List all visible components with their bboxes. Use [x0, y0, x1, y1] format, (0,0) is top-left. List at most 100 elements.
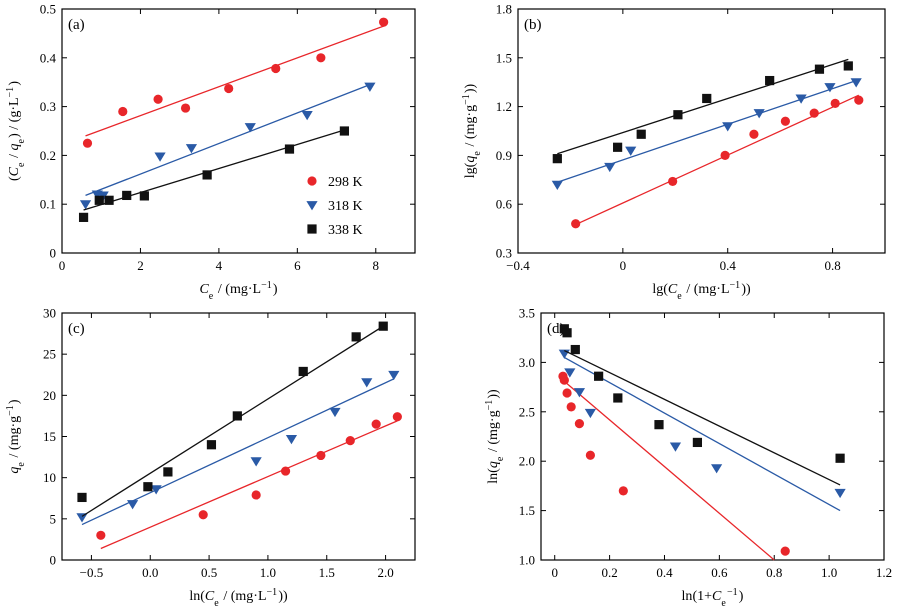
fit-line — [81, 325, 384, 517]
chart-panel-2: −0.4 0 0.4 0.8 0.3 0.6 0.9 1.2 1.5 1.8 (b) lg(Ce / … — [461, 2, 886, 302]
x-tick-label: 1.0 — [821, 565, 837, 580]
panel-label: (b) — [524, 17, 542, 33]
data-point — [814, 64, 825, 74]
data-point — [625, 146, 637, 156]
fit-line — [564, 349, 841, 486]
data-point — [185, 144, 198, 154]
fit-line — [85, 25, 384, 137]
legend-marker — [307, 224, 317, 234]
chart-panel-1: 0 2 4 6 8 0 0.1 0.2 0.3 0.4 0.5 (a) Ce / (mg·L−1 ) (C… — [5, 2, 416, 302]
data-point — [564, 368, 576, 378]
data-point — [636, 129, 646, 139]
y-tick-label: 0.1 — [40, 197, 56, 212]
y-tick-label: 15 — [43, 429, 56, 444]
data-point — [834, 488, 846, 499]
data-point — [339, 126, 349, 136]
series-318k — [79, 82, 376, 210]
data-point — [251, 490, 261, 500]
data-point — [79, 200, 92, 210]
x-tick-label: 1.0 — [260, 565, 276, 580]
y-tick-label: 3.0 — [519, 355, 535, 370]
x-tick-label: 0.0 — [142, 565, 158, 580]
series-338k — [552, 58, 853, 164]
x-tick-label: −0.4 — [506, 258, 530, 273]
data-point — [280, 466, 291, 476]
chart-panel-4: 0 0.2 0.4 0.6 0.8 1.0 1.21.01.52.02.53.03.5(d)… — [484, 306, 893, 609]
data-point — [692, 437, 703, 448]
x-tick-label: 0 — [59, 258, 66, 273]
data-point — [753, 109, 765, 119]
y-tick-label: 1.2 — [496, 99, 512, 114]
data-point — [702, 93, 712, 104]
y-tick-label: 2.0 — [519, 454, 535, 469]
data-point — [224, 83, 234, 94]
data-point — [562, 328, 572, 338]
x-tick-label: 4 — [216, 258, 223, 273]
data-point — [850, 78, 862, 88]
data-point — [552, 154, 562, 164]
legend-label: 298 K — [328, 175, 363, 190]
data-point — [668, 176, 678, 187]
x-tick-label: 1.2 — [876, 565, 892, 580]
legend: 298 K 318 K 338 K — [306, 175, 363, 238]
data-point — [604, 162, 616, 173]
x-axis-label: ln(Ce / (mg·L−1 )) — [189, 587, 288, 609]
y-tick-label: 0.4 — [40, 50, 57, 65]
data-point — [854, 95, 864, 105]
data-point — [298, 366, 308, 377]
y-tick-label: 1.8 — [496, 2, 512, 17]
x-tick-label: 0.8 — [766, 565, 782, 580]
data-point — [250, 457, 262, 467]
data-point — [551, 180, 563, 190]
data-point — [654, 420, 664, 430]
data-point — [824, 83, 836, 93]
data-point — [244, 123, 256, 133]
y-tick-label: 10 — [43, 470, 56, 485]
data-point — [573, 388, 586, 398]
x-tick-label: 6 — [294, 258, 301, 273]
data-point — [361, 378, 373, 388]
data-point — [613, 393, 623, 403]
x-axis-label: ln(1+Ce −1 ) — [682, 587, 744, 609]
data-point — [364, 82, 376, 92]
y-tick-label: 1.0 — [519, 553, 535, 568]
data-point — [122, 190, 132, 201]
data-point — [843, 61, 853, 71]
data-point — [96, 530, 106, 540]
x-tick-label: 2 — [137, 258, 144, 273]
series-318k — [558, 349, 846, 512]
data-point — [585, 450, 595, 460]
y-tick-label: 0.9 — [496, 148, 512, 163]
data-point — [180, 103, 191, 113]
data-point — [150, 485, 162, 495]
y-tick-label: 30 — [43, 306, 56, 321]
legend-marker — [307, 176, 317, 186]
x-tick-label: 0.8 — [824, 258, 840, 273]
x-tick-label: 0 — [551, 565, 558, 580]
data-point — [285, 435, 298, 445]
data-point — [720, 150, 730, 160]
chart-panel-3: −0.5 0.0 0.5 1.0 1.5 2.0 0 5 10 15 20 25 30 (c) ln(Ce … — [5, 306, 416, 609]
x-tick-label: 0.6 — [711, 565, 728, 580]
data-point — [613, 142, 623, 152]
y-tick-label: 20 — [43, 388, 56, 403]
data-point — [143, 482, 153, 492]
data-point — [206, 440, 217, 450]
y-tick-label: 1.5 — [496, 50, 512, 65]
data-point — [570, 344, 580, 355]
data-point — [749, 129, 759, 139]
series-318k — [76, 370, 400, 526]
y-axis-label: lg(qe / (mg·g−1 )) — [461, 83, 483, 178]
x-axis-label: lg(Ce / (mg·L−1 )) — [652, 280, 751, 302]
series-298k — [96, 412, 402, 550]
x-tick-label: 8 — [373, 258, 380, 273]
x-tick-label: 0.4 — [720, 258, 737, 273]
data-point — [154, 152, 166, 162]
y-tick-label: 3.5 — [519, 306, 535, 321]
data-point — [139, 191, 149, 201]
data-point — [329, 407, 341, 418]
x-tick-label: 2.0 — [377, 565, 393, 580]
data-point — [77, 492, 87, 503]
series-318k — [551, 78, 862, 190]
